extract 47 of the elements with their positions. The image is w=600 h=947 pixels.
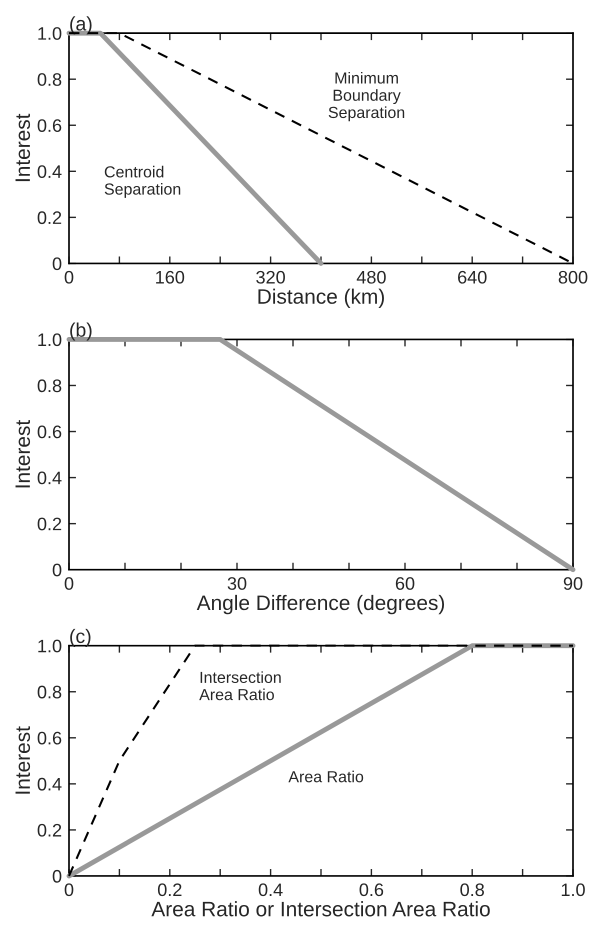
x-tick-label: 0.6 [360,883,384,896]
x-axis-title: Distance (km) [258,288,384,308]
y-tick-label: 1.0 [38,333,62,346]
x-tick-label: 640 [458,270,487,284]
x-axis-title: Area Ratio or Intersection Area Ratio [151,901,490,916]
y-tick-label: 0.6 [38,732,62,745]
text: Centroid Separation [104,166,180,198]
x-tick-label: 60 [396,577,414,590]
x-tick-label: 0 [64,270,74,284]
x-axis-title: Angle Difference (degrees) [196,594,444,614]
y-tick-label: 0.2 [38,518,62,530]
x-tick-label: 1.0 [562,883,585,896]
x-tick-label: 800 [558,270,588,284]
y-tick-label: 0.2 [38,211,62,224]
y-tick-label: 0.6 [38,425,62,438]
y-tick-label: 0 [52,257,62,270]
y-tick-label: 1.0 [38,640,62,652]
y-tick-label: 1.0 [38,27,62,40]
x-tick-label: 30 [228,577,246,590]
x-tick-label: 320 [256,270,285,284]
x-tick-label: 0 [64,883,74,896]
y-axis-title: Interest [16,726,30,794]
y-tick-label: 0 [52,870,62,883]
series-label: Minimum Boundary Separation [328,72,404,122]
series-label: Area Ratio [288,770,364,782]
y-tick-label: 0.4 [38,165,62,178]
x-tick-label: 0.8 [460,883,484,896]
chart-title: (b) [70,322,92,341]
chart-title: (c) [70,628,90,647]
y-tick-label: 0.4 [38,472,62,484]
chart-title: (a) [70,16,92,34]
y-tick-label: 0.8 [38,686,62,698]
y-axis-title: Interest [16,420,30,488]
x-tick-label: 160 [156,270,184,284]
x-tick-label: 90 [564,577,582,590]
y-tick-label: 0.8 [38,379,62,392]
y-tick-label: 0.6 [38,119,62,132]
x-tick-label: 480 [356,270,386,284]
y-tick-label: 0.2 [38,824,62,837]
y-tick-label: 0 [52,564,62,576]
x-tick-label: 0.2 [158,883,182,896]
y-tick-label: 0.8 [38,73,62,86]
y-tick-label: 0.4 [38,778,62,791]
x-tick-label: 0 [64,577,74,590]
x-tick-label: 0.4 [258,883,283,896]
y-axis-title: Interest [16,114,30,182]
series-label: Intersection Area Ratio [199,671,281,700]
